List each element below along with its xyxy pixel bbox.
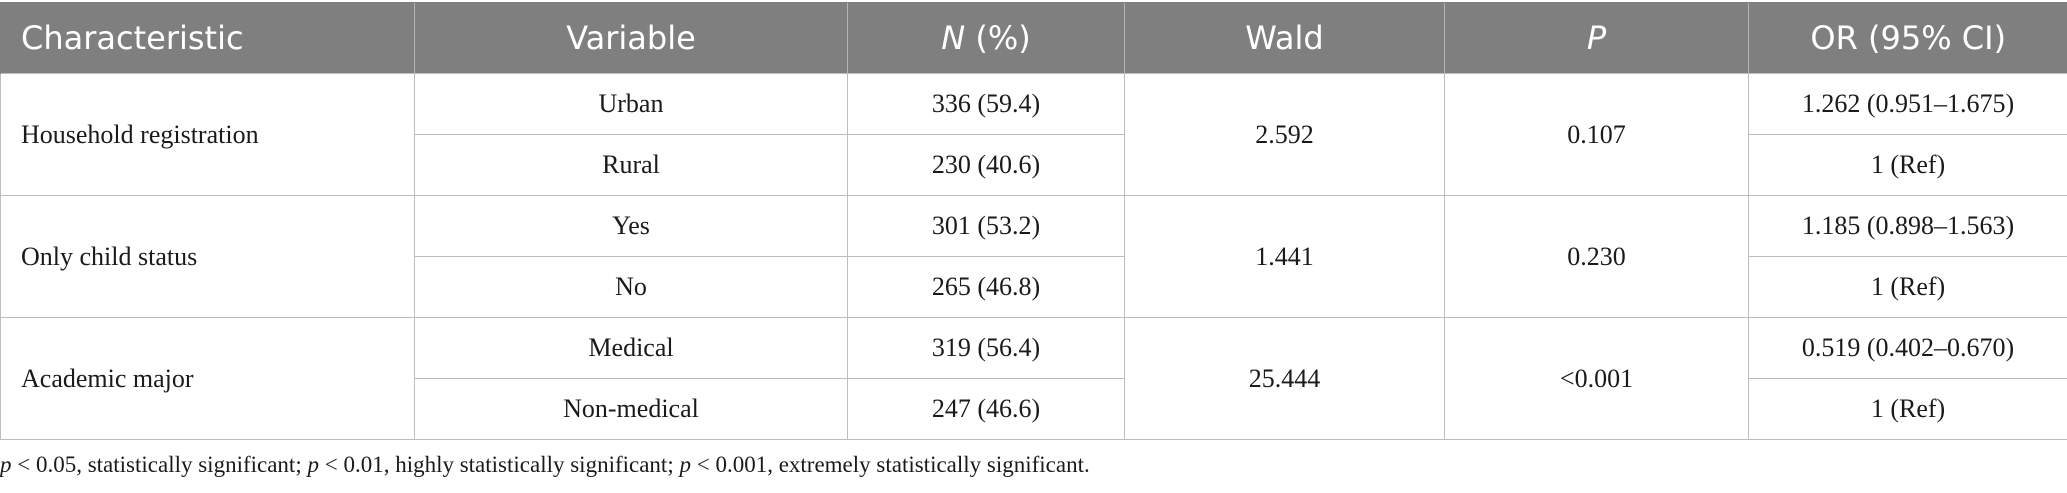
footnote-text: < 0.01, highly statistically significant… [318, 452, 680, 477]
footnote-p-symbol: p [307, 452, 319, 477]
footnote-text: < 0.05, statistically significant; [11, 452, 308, 477]
header-characteristic: Characteristic [0, 2, 415, 74]
header-n-symbol: N [941, 19, 966, 57]
wald-cell: 2.592 [1124, 73, 1445, 196]
variable-cell: Rural [414, 134, 848, 196]
footnote-p-symbol: p [679, 452, 691, 477]
characteristic-cell: Household registration [0, 73, 415, 196]
n-cell: 230 (40.6) [847, 134, 1125, 196]
header-p-symbol: P [1586, 19, 1607, 57]
or-cell: 0.519 (0.402–0.670) [1748, 317, 2067, 379]
table-row: Household registration Urban 336 (59.4) … [0, 73, 2067, 196]
or-cell: 1 (Ref) [1748, 378, 2067, 440]
header-n-suffix: (%) [965, 19, 1031, 57]
header-variable: Variable [414, 2, 848, 74]
p-cell: 0.230 [1444, 195, 1749, 318]
or-cell: 1 (Ref) [1748, 134, 2067, 196]
p-cell: 0.107 [1444, 73, 1749, 196]
footnote-text: < 0.001, extremely statistically signifi… [690, 452, 1090, 477]
header-or: OR (95% CI) [1748, 2, 2067, 74]
table-body: Household registration Urban 336 (59.4) … [0, 73, 2067, 440]
table-row: Non-medical 247 (46.6) 1 (Ref) [1, 378, 2067, 440]
characteristic-cell: Academic major [0, 317, 415, 440]
n-cell: 301 (53.2) [847, 195, 1125, 257]
or-cell: 1 (Ref) [1748, 256, 2067, 318]
variable-cell: Urban [414, 73, 848, 135]
table-row: Only child status Yes 301 (53.2) 1.441 0… [0, 195, 2067, 318]
variable-cell: Yes [414, 195, 848, 257]
variable-cell: No [414, 256, 848, 318]
header-n-percent: N (%) [847, 2, 1125, 74]
table-header: Characteristic Variable N (%) Wald P OR … [0, 2, 2067, 74]
variable-cell: Medical [414, 317, 848, 379]
p-cell: <0.001 [1444, 317, 1749, 440]
variable-cell: Non-medical [414, 378, 848, 440]
table-footnote: p < 0.05, statistically significant; p <… [0, 452, 1090, 478]
footnote-p-symbol: p [0, 452, 12, 477]
wald-cell: 25.444 [1124, 317, 1445, 440]
or-cell: 1.185 (0.898–1.563) [1748, 195, 2067, 257]
n-cell: 336 (59.4) [847, 73, 1125, 135]
results-table: Characteristic Variable N (%) Wald P OR … [0, 2, 2067, 440]
characteristic-cell: Only child status [0, 195, 415, 318]
header-p: P [1444, 2, 1749, 74]
header-wald: Wald [1124, 2, 1445, 74]
n-cell: 247 (46.6) [847, 378, 1125, 440]
n-cell: 319 (56.4) [847, 317, 1125, 379]
n-cell: 265 (46.8) [847, 256, 1125, 318]
wald-cell: 1.441 [1124, 195, 1445, 318]
header-row: Characteristic Variable N (%) Wald P OR … [0, 2, 2067, 74]
table-row: Rural 230 (40.6) 1 (Ref) [1, 134, 2067, 196]
table-row: Academic major Medical 319 (56.4) 25.444… [0, 317, 2067, 440]
or-cell: 1.262 (0.951–1.675) [1748, 73, 2067, 135]
